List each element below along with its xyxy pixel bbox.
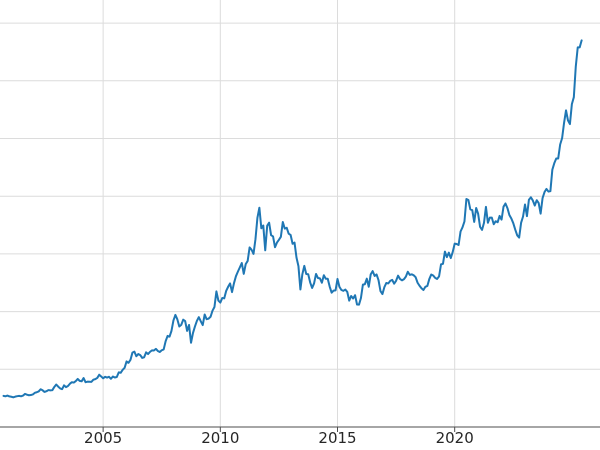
x-tick-label-2020: 2020 (435, 429, 474, 447)
x-tick-label-2010: 2010 (201, 429, 240, 447)
price-series-line (2, 39, 583, 399)
x-tick-label-2015: 2015 (318, 429, 357, 447)
x-tick-label-2005: 2005 (84, 429, 123, 447)
